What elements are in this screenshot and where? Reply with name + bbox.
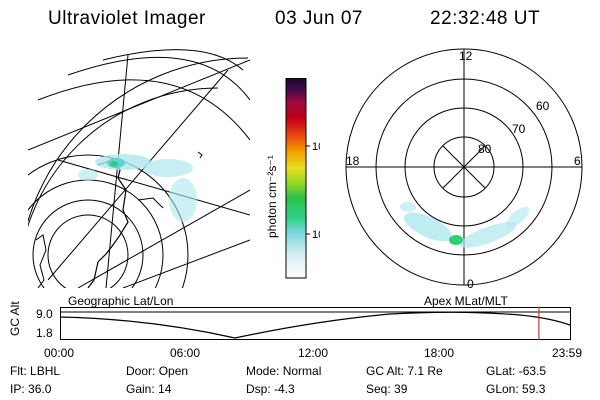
- info-ip-key: IP:: [10, 382, 25, 396]
- coastline: [197, 151, 203, 159]
- timeline-y-tick-bottom: 1.8: [36, 326, 53, 340]
- aurora-emission: [78, 154, 197, 222]
- map-grid-line: [67, 56, 250, 101]
- info-gain-value: 14: [158, 382, 172, 396]
- mlt-label-0: 0: [467, 277, 474, 290]
- mlat-label-80: 80: [478, 142, 492, 156]
- map-grid-line: [122, 239, 250, 288]
- colorbar: 100 10 photon cm⁻²s⁻¹: [265, 78, 320, 279]
- info-dsp-value: -4.3: [274, 382, 295, 396]
- map-grid-line: [77, 189, 250, 288]
- geographic-map-view[interactable]: [28, 40, 250, 288]
- info-glon-key: GLon:: [486, 382, 519, 396]
- timeline-axis-title: GC Alt: [8, 301, 22, 336]
- date-label: 03 Jun 07: [275, 8, 363, 29]
- info-glon-value: 59.3: [522, 382, 546, 396]
- colorbar-tick-10: 10: [312, 229, 320, 241]
- timeline-x-tick-0: 00:00: [44, 346, 75, 360]
- info-gc-alt: GC Alt: 7.1 Re: [366, 364, 443, 378]
- timeline-left-title: Geographic Lat/Lon: [68, 294, 174, 308]
- map-grid-line: [102, 49, 244, 71]
- info-gain-key: Gain:: [126, 382, 155, 396]
- mlt-label-18: 18: [346, 154, 360, 168]
- map-grid-line: [37, 79, 250, 141]
- info-ip-value: 36.0: [28, 382, 52, 396]
- app-title: Ultraviolet Imager: [48, 8, 206, 29]
- info-mode-key: Mode:: [246, 364, 280, 378]
- info-mode: Mode: Normal: [246, 364, 321, 378]
- colorbar-unit-label: photon cm⁻²s⁻¹: [265, 155, 279, 238]
- map-grid-line: [47, 214, 129, 288]
- mlt-label-12: 12: [459, 49, 473, 63]
- info-ip: IP: 36.0: [10, 382, 51, 396]
- polar-aurora-emission: [400, 202, 530, 248]
- info-mode-value: Normal: [282, 364, 322, 378]
- map-grid-line: [28, 57, 249, 223]
- info-gc-alt-key: GC Alt:: [366, 364, 405, 378]
- info-door: Door: Open: [126, 364, 188, 378]
- info-seq-key: Seq:: [366, 382, 391, 396]
- mlat-label-70: 70: [512, 122, 526, 136]
- timeline-x-tick-1: 06:00: [170, 346, 201, 360]
- timeline-x-tick-3: 18:00: [424, 346, 455, 360]
- info-door-value: Open: [158, 364, 189, 378]
- polar-diagonal: [442, 145, 486, 189]
- map-grid-line: [28, 87, 219, 228]
- polar-mlat-mlt-plot[interactable]: 12 18 6 0 60 70 80: [338, 45, 588, 290]
- mlat-label-60: 60: [536, 99, 550, 113]
- map-grid-line: [47, 69, 229, 281]
- timeline-y-tick-top: 9.0: [36, 307, 53, 321]
- info-glat-value: -63.5: [518, 364, 547, 378]
- info-glat: GLat: -63.5: [486, 364, 546, 378]
- timeline-x-tick-4: 23:59: [552, 346, 583, 360]
- map-grid-line: [32, 199, 144, 288]
- info-flt-value: LBHL: [30, 364, 61, 378]
- info-seq: Seq: 39: [366, 382, 407, 396]
- info-dsp: Dsp: -4.3: [246, 382, 295, 396]
- colorbar-tick-100: 100: [312, 141, 320, 153]
- time-label: 22:32:48 UT: [430, 8, 541, 29]
- timeline-x-tick-2: 12:00: [298, 346, 329, 360]
- map-grid-line: [105, 54, 129, 288]
- altitude-curve: [60, 311, 571, 339]
- coastline: [87, 159, 129, 288]
- info-seq-value: 39: [394, 382, 408, 396]
- coastline: [35, 234, 47, 288]
- info-glat-key: GLat:: [486, 364, 516, 378]
- info-flt-key: Flt:: [10, 364, 27, 378]
- info-dsp-key: Dsp:: [246, 382, 271, 396]
- info-door-key: Door:: [126, 364, 156, 378]
- map-grid-line: [28, 154, 189, 288]
- mlt-label-6: 6: [574, 154, 581, 168]
- coastline: [137, 197, 164, 209]
- altitude-timeline-plot[interactable]: [60, 307, 572, 343]
- timeline-right-title: Apex MLat/MLT: [424, 294, 508, 308]
- info-gain: Gain: 14: [126, 382, 171, 396]
- info-glon: GLon: 59.3: [486, 382, 545, 396]
- map-grid-line: [28, 59, 250, 151]
- info-flt: Flt: LBHL: [10, 364, 60, 378]
- info-gc-alt-value: 7.1 Re: [407, 364, 443, 378]
